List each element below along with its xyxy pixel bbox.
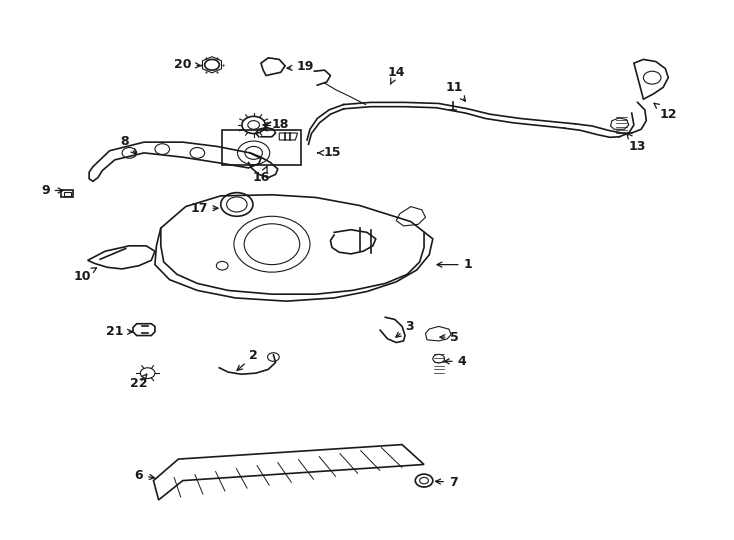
Text: 19: 19 (287, 60, 313, 73)
Text: 22: 22 (130, 374, 148, 390)
Text: 20: 20 (174, 58, 200, 71)
Text: 2: 2 (237, 349, 258, 370)
Text: 14: 14 (388, 66, 405, 84)
Text: 1: 1 (437, 258, 472, 271)
Text: 4: 4 (444, 355, 466, 368)
Text: 7: 7 (435, 476, 458, 489)
Text: 3: 3 (396, 320, 414, 338)
Text: 17: 17 (190, 202, 218, 215)
Text: 9: 9 (41, 184, 63, 197)
Text: 12: 12 (654, 103, 677, 121)
Text: 10: 10 (73, 268, 97, 283)
Text: 18: 18 (263, 118, 289, 131)
Text: 8: 8 (120, 134, 136, 154)
Text: 16: 16 (253, 166, 270, 184)
Text: 11: 11 (446, 81, 465, 101)
Text: 6: 6 (134, 469, 154, 482)
Text: 5: 5 (440, 330, 459, 343)
Text: 15: 15 (318, 146, 341, 159)
Text: 21: 21 (106, 325, 133, 338)
Text: 13: 13 (627, 133, 646, 153)
